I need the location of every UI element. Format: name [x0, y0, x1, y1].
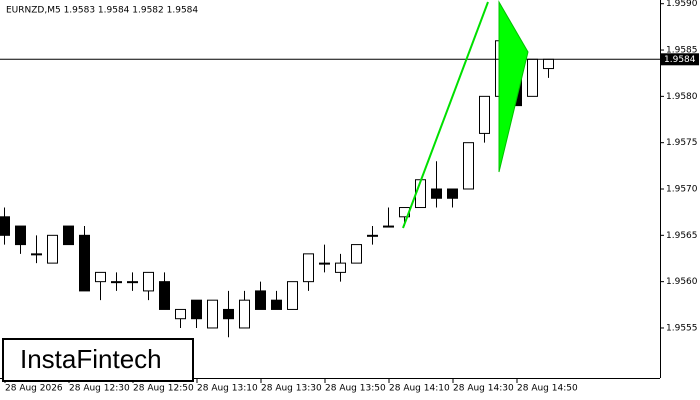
chart-title: EURNZD,M5 1.9583 1.9584 1.9582 1.9584 [6, 6, 198, 16]
candle-body [95, 271, 106, 283]
y-tick-label: 1.9570 [666, 185, 698, 195]
last-price-box [661, 53, 699, 66]
candle-body [463, 142, 474, 190]
y-tick-label: 1.9585 [666, 46, 698, 56]
candle-body [431, 188, 442, 199]
candle-body [239, 299, 250, 329]
candle-body [79, 234, 90, 292]
candle-body [191, 299, 202, 320]
logo-box [2, 338, 194, 382]
candle-body [335, 262, 346, 273]
candle-body [319, 262, 330, 265]
x-tick-label: 28 Aug 12:30 [69, 384, 130, 394]
pennant-pattern [498, 0, 529, 173]
candle-body [479, 95, 490, 134]
x-tick-label: 28 Aug 13:30 [261, 384, 322, 394]
candle-body [303, 253, 314, 283]
candle-body [159, 281, 170, 310]
y-tick-label: 1.9555 [666, 323, 698, 333]
candle-body [351, 244, 362, 264]
candle-body [111, 281, 122, 284]
last-price-label: 1.9584 [664, 55, 696, 65]
x-tick-label: 28 Aug 13:10 [197, 384, 258, 394]
candle-body [271, 299, 282, 310]
candle-body [543, 58, 554, 70]
y-tick-label: 1.9575 [666, 138, 698, 148]
candle-body [127, 281, 138, 284]
candle-body [255, 290, 266, 310]
x-tick-label: 28 Aug 2026 [5, 384, 63, 394]
y-tick-label: 1.9580 [666, 92, 698, 102]
pattern-line [402, 1, 489, 229]
candle-body [15, 225, 26, 246]
y-tick-label: 1.9560 [666, 277, 698, 287]
candle-body [207, 299, 218, 329]
y-tick-label: 1.9565 [666, 231, 698, 241]
candle-body [47, 234, 58, 264]
candle-body [527, 58, 538, 97]
candle-body [143, 271, 154, 292]
candle-body [287, 281, 298, 310]
logo: InstaFintech [20, 344, 162, 374]
candle-body [175, 308, 186, 320]
candle-body [63, 225, 74, 246]
candle-body [31, 253, 42, 256]
x-tick-label: 28 Aug 14:10 [389, 384, 450, 394]
candle-body [367, 234, 378, 237]
x-tick-label: 28 Aug 13:50 [325, 384, 386, 394]
candle-body [223, 308, 234, 320]
x-tick-label: 28 Aug 14:50 [517, 384, 578, 394]
y-tick-label: 1.9590 [666, 0, 698, 9]
x-tick-label: 28 Aug 12:50 [133, 384, 194, 394]
x-tick-label: 28 Aug 14:30 [453, 384, 514, 394]
candle-body [447, 188, 458, 199]
candle-body [383, 225, 394, 228]
candle-body [0, 216, 10, 236]
